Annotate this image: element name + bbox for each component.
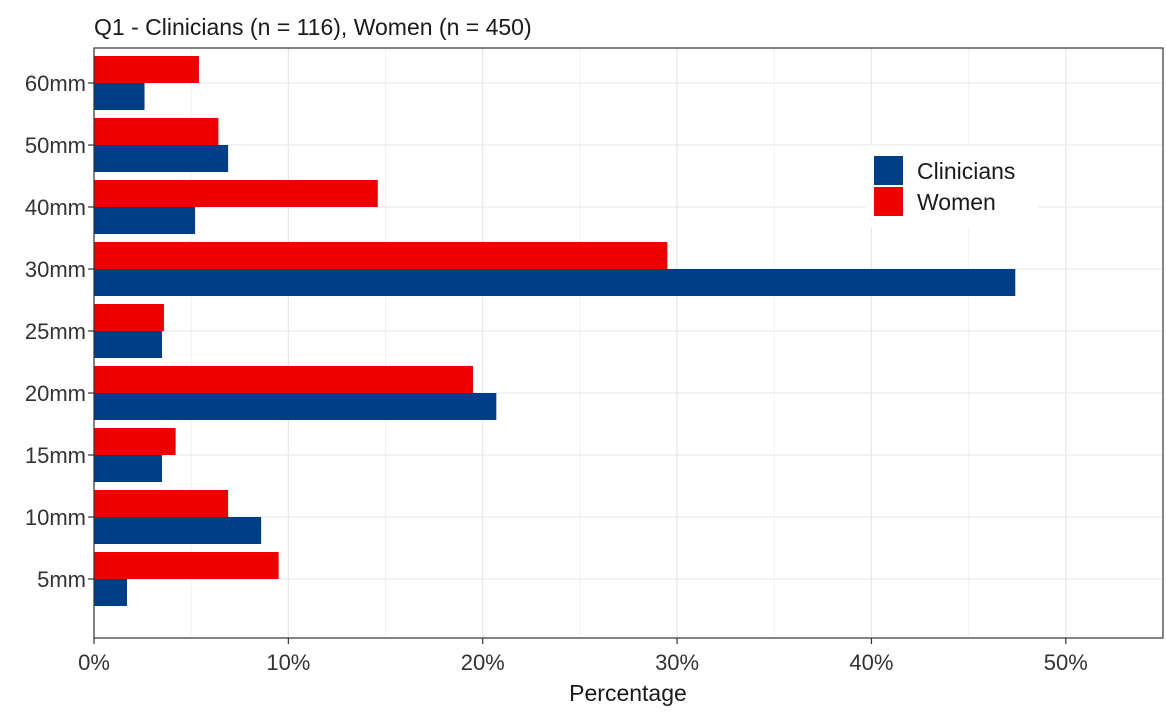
x-tick-label: 30% <box>655 650 699 675</box>
bar-clinicians-40mm: Clinicians 40mm: 5.2% <box>94 207 196 234</box>
x-tick-label: 0% <box>78 650 110 675</box>
bar-clinicians-60mm: Clinicians 60mm: 2.6% <box>94 83 145 110</box>
bar-women-60mm: Women 60mm: 5.4% <box>94 56 199 83</box>
y-tick-label-5mm: 5mm <box>37 567 86 592</box>
bar-women-15mm: Women 15mm: 4.2% <box>94 428 176 455</box>
bar-women-10mm: Women 10mm: 6.9% <box>94 490 229 517</box>
y-tick-label-60mm: 60mm <box>25 71 86 96</box>
y-tick-label-40mm: 40mm <box>25 195 86 220</box>
grid-layer <box>93 48 1164 638</box>
bar-clinicians-50mm: Clinicians 50mm: 6.9% <box>94 145 229 172</box>
bar-clinicians-20mm: Clinicians 20mm: 20.7% <box>94 393 497 420</box>
legend-label-women: Women <box>917 189 996 215</box>
bar-women-30mm: Women 30mm: 29.5% <box>94 242 668 269</box>
bar-women-25mm: Women 25mm: 3.6% <box>94 304 164 331</box>
bar-clinicians-10mm: Clinicians 10mm: 8.6% <box>94 517 262 544</box>
bar-clinicians-30mm: Clinicians 30mm: 47.4% <box>94 269 1016 296</box>
y-tick-label-15mm: 15mm <box>25 443 86 468</box>
bar-clinicians-15mm: Clinicians 15mm: 3.5% <box>94 455 163 482</box>
chart-title: Q1 - Clinicians (n = 116), Women (n = 45… <box>94 14 532 40</box>
x-tick-label: 50% <box>1044 650 1088 675</box>
legend: Clinicians Women <box>866 146 1038 228</box>
x-tick-label: 40% <box>849 650 893 675</box>
x-tick-label: 10% <box>266 650 310 675</box>
y-tick-label-30mm: 30mm <box>25 257 86 282</box>
bar-clinicians-25mm: Clinicians 25mm: 3.5% <box>94 331 163 358</box>
y-tick-label-50mm: 50mm <box>25 133 86 158</box>
y-tick-label-20mm: 20mm <box>25 381 86 406</box>
bar-women-20mm: Women 20mm: 19.5% <box>94 366 474 393</box>
axes-layer: 0% 10% 20% 30% 40% 50% 60mm 50mm 40mm 30mm 25mm 20m… <box>25 47 1164 675</box>
legend-key-clinicians <box>874 156 903 185</box>
bar-clinicians-5mm: Clinicians 5mm: 1.7% <box>94 579 128 606</box>
bar-women-50mm: Women 50mm: 6.4% <box>94 118 219 145</box>
plot-panel-border <box>93 47 1164 639</box>
bar-women-5mm: Women 5mm: 9.5% <box>94 552 279 579</box>
y-tick-label-10mm: 10mm <box>25 505 86 530</box>
x-tick-label: 20% <box>461 650 505 675</box>
bar-women-40mm: Women 40mm: 14.6% <box>94 180 378 207</box>
legend-key-women <box>874 187 903 216</box>
legend-label-clinicians: Clinicians <box>917 158 1015 184</box>
y-tick-label-25mm: 25mm <box>25 319 86 344</box>
x-axis-title: Percentage <box>569 680 687 706</box>
bars-layer: Women 60mm: 5.4% Women 50mm: 6.4% Women 40… <box>94 56 1016 606</box>
